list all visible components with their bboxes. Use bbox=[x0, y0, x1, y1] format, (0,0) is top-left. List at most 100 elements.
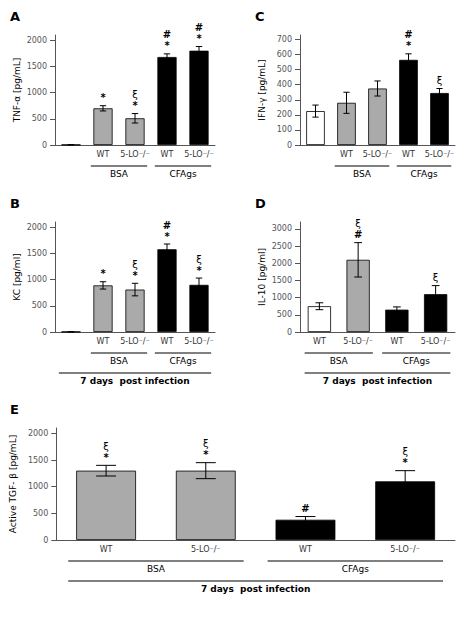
svg-text:5-LO⁻/⁻: 5-LO⁻/⁻ bbox=[343, 337, 373, 346]
svg-text:600: 600 bbox=[277, 50, 292, 59]
svg-text:WT: WT bbox=[390, 337, 403, 346]
svg-text:5-LO⁻/⁻: 5-LO⁻/⁻ bbox=[120, 337, 150, 346]
svg-text:IL-10 [pg/ml]: IL-10 [pg/ml] bbox=[257, 248, 267, 306]
svg-text:ξ: ξ bbox=[437, 75, 443, 86]
svg-text:5-LO⁻/⁻: 5-LO⁻/⁻ bbox=[184, 337, 214, 346]
svg-text:KC [pg/ml]: KC [pg/ml] bbox=[12, 253, 22, 300]
svg-text:7 days post infection: 7 days post infection bbox=[80, 376, 189, 386]
svg-text:2000: 2000 bbox=[27, 36, 47, 45]
svg-text:*: * bbox=[196, 33, 202, 44]
svg-text:*: * bbox=[164, 231, 170, 242]
svg-text:700: 700 bbox=[277, 35, 292, 44]
svg-text:#: # bbox=[354, 229, 362, 240]
svg-text:C: C bbox=[255, 9, 265, 24]
svg-text:1500: 1500 bbox=[27, 249, 47, 258]
svg-text:D: D bbox=[255, 196, 266, 211]
svg-text:0: 0 bbox=[42, 141, 47, 150]
svg-text:1500: 1500 bbox=[272, 276, 292, 285]
svg-text:2500: 2500 bbox=[272, 242, 292, 251]
svg-text:ξ: ξ bbox=[132, 89, 138, 100]
svg-text:500: 500 bbox=[277, 310, 292, 319]
svg-text:5-LO⁻/⁻: 5-LO⁻/⁻ bbox=[191, 545, 221, 554]
svg-text:E: E bbox=[10, 402, 19, 417]
svg-text:2000: 2000 bbox=[27, 223, 47, 232]
svg-text:ξ: ξ bbox=[402, 446, 408, 457]
svg-text:1000: 1000 bbox=[27, 275, 47, 284]
svg-text:WT: WT bbox=[340, 150, 353, 159]
svg-text:BSA: BSA bbox=[110, 356, 129, 366]
svg-text:WT: WT bbox=[161, 150, 174, 159]
svg-text:CFAgs: CFAgs bbox=[342, 564, 370, 574]
svg-text:CFAgs: CFAgs bbox=[169, 356, 197, 366]
svg-text:500: 500 bbox=[32, 114, 47, 123]
svg-text:500: 500 bbox=[33, 509, 48, 518]
svg-text:#: # bbox=[163, 220, 171, 231]
svg-text:*: * bbox=[100, 92, 106, 103]
svg-text:*: * bbox=[406, 40, 412, 51]
svg-text:A: A bbox=[10, 9, 20, 24]
svg-text:*: * bbox=[196, 265, 202, 276]
svg-text:CFAgs: CFAgs bbox=[410, 169, 438, 179]
svg-text:ξ: ξ bbox=[433, 272, 439, 283]
svg-text:300: 300 bbox=[277, 95, 292, 104]
svg-text:WT: WT bbox=[299, 545, 312, 554]
svg-text:TNF-α [pg/mL]: TNF-α [pg/mL] bbox=[12, 58, 22, 124]
svg-text:WT: WT bbox=[161, 337, 174, 346]
svg-text:400: 400 bbox=[277, 80, 292, 89]
svg-text:0: 0 bbox=[42, 328, 47, 337]
svg-text:5-LO⁻/⁻: 5-LO⁻/⁻ bbox=[425, 150, 455, 159]
svg-text:ξ: ξ bbox=[196, 254, 202, 265]
svg-text:*: * bbox=[100, 268, 106, 279]
svg-text:1500: 1500 bbox=[28, 456, 48, 465]
svg-text:#: # bbox=[404, 29, 412, 40]
svg-text:3000: 3000 bbox=[272, 224, 292, 233]
svg-text:ξ: ξ bbox=[132, 259, 138, 270]
svg-text:2000: 2000 bbox=[272, 259, 292, 268]
svg-text:200: 200 bbox=[277, 110, 292, 119]
svg-text:7 days post infection: 7 days post infection bbox=[201, 584, 310, 594]
svg-text:1000: 1000 bbox=[27, 88, 47, 97]
svg-text:1000: 1000 bbox=[28, 482, 48, 491]
svg-text:0: 0 bbox=[43, 536, 48, 545]
svg-text:WT: WT bbox=[97, 150, 110, 159]
svg-text:1500: 1500 bbox=[27, 62, 47, 71]
svg-text:#: # bbox=[195, 22, 203, 33]
svg-text:WT: WT bbox=[97, 337, 110, 346]
svg-text:BSA: BSA bbox=[330, 356, 349, 366]
svg-text:IFN-γ [pg/mL]: IFN-γ [pg/mL] bbox=[257, 59, 267, 120]
svg-text:WT: WT bbox=[313, 337, 326, 346]
svg-text:WT: WT bbox=[402, 150, 415, 159]
svg-text:1000: 1000 bbox=[272, 293, 292, 302]
svg-text:CFAgs: CFAgs bbox=[403, 356, 431, 366]
svg-text:ξ: ξ bbox=[203, 438, 209, 449]
svg-text:500: 500 bbox=[277, 65, 292, 74]
svg-text:5-LO⁻/⁻: 5-LO⁻/⁻ bbox=[421, 337, 451, 346]
svg-text:#: # bbox=[301, 503, 309, 514]
svg-text:Active TGF- β [pg/mL]: Active TGF- β [pg/mL] bbox=[8, 435, 18, 533]
svg-text:2000: 2000 bbox=[28, 429, 48, 438]
svg-text:WT: WT bbox=[100, 545, 113, 554]
svg-text:*: * bbox=[203, 449, 209, 460]
svg-text:*: * bbox=[403, 457, 409, 468]
svg-text:*: * bbox=[132, 100, 138, 111]
svg-text:BSA: BSA bbox=[353, 169, 372, 179]
svg-text:0: 0 bbox=[287, 141, 292, 150]
svg-text:7 days post infection: 7 days post infection bbox=[323, 376, 432, 386]
svg-text:5-LO⁻/⁻: 5-LO⁻/⁻ bbox=[120, 150, 150, 159]
svg-text:0: 0 bbox=[287, 328, 292, 337]
svg-text:BSA: BSA bbox=[147, 564, 166, 574]
svg-text:*: * bbox=[164, 40, 170, 51]
svg-text:5-LO⁻/⁻: 5-LO⁻/⁻ bbox=[184, 150, 214, 159]
svg-text:5-LO⁻/⁻: 5-LO⁻/⁻ bbox=[363, 150, 393, 159]
svg-text:CFAgs: CFAgs bbox=[169, 169, 197, 179]
svg-text:B: B bbox=[10, 196, 20, 211]
svg-text:ξ: ξ bbox=[103, 441, 109, 452]
svg-text:ξ: ξ bbox=[355, 218, 361, 229]
svg-text:5-LO⁻/⁻: 5-LO⁻/⁻ bbox=[390, 545, 420, 554]
svg-text:*: * bbox=[103, 452, 109, 463]
svg-text:#: # bbox=[163, 29, 171, 40]
svg-text:*: * bbox=[132, 270, 138, 281]
svg-text:500: 500 bbox=[32, 301, 47, 310]
svg-text:BSA: BSA bbox=[110, 169, 129, 179]
svg-text:100: 100 bbox=[277, 125, 292, 134]
